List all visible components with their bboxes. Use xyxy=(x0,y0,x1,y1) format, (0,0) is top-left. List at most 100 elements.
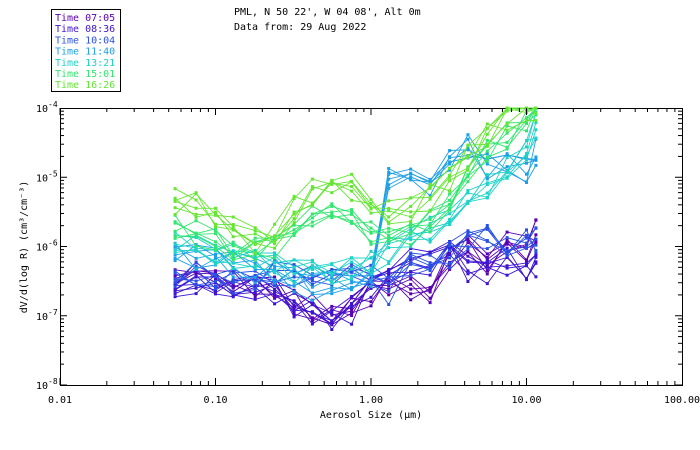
series-point-5-4-17 xyxy=(505,140,509,144)
series-point-5-0-13 xyxy=(428,218,432,221)
series-point-1-5-5 xyxy=(273,287,277,291)
series-point-3-0-17 xyxy=(505,165,509,169)
series-point-5-0-7 xyxy=(310,216,314,220)
series-point-2-3-0 xyxy=(173,277,177,281)
series-point-5-2-16 xyxy=(485,138,489,142)
series-line-6-0 xyxy=(174,107,536,254)
series-point-4-3-3 xyxy=(231,250,235,254)
chart-title-line1: PML, N 50 22', W 04 08', Alt 0m xyxy=(234,7,421,18)
series-point-6-3-7 xyxy=(310,187,314,191)
series-point-1-3-10 xyxy=(369,286,373,290)
series-point-6-5-11 xyxy=(387,206,391,210)
series-point-5-5-0 xyxy=(173,229,177,233)
series-point-0-5-6 xyxy=(292,312,296,316)
series-point-4-4-14 xyxy=(448,219,452,223)
series-point-6-5-6 xyxy=(292,217,296,220)
series-point-5-1-2 xyxy=(214,232,217,236)
series-point-4-3-5 xyxy=(273,253,277,257)
series-point-4-1-7 xyxy=(310,268,314,271)
series-point-6-0-16 xyxy=(485,144,489,148)
series-point-6-2-13 xyxy=(428,185,432,189)
series-line-1-5 xyxy=(174,242,537,322)
series-point-6-4-16 xyxy=(485,142,489,146)
series-point-4-1-2 xyxy=(214,262,217,266)
series-point-5-2-13 xyxy=(428,223,432,227)
series-point-6-2-3 xyxy=(231,235,235,239)
series-line-4-2 xyxy=(175,112,537,284)
series-point-1-5-8 xyxy=(330,319,334,323)
series-point-6-2-10 xyxy=(369,198,373,202)
series-point-6-3-8 xyxy=(330,180,334,184)
series-point-6-1-11 xyxy=(387,215,391,219)
series-point-1-2-17 xyxy=(505,273,509,277)
series-point-0-4-19 xyxy=(534,218,538,222)
series-point-1-5-10 xyxy=(369,295,373,299)
series-point-6-4-10 xyxy=(369,202,373,205)
series-point-3-3-11 xyxy=(387,183,391,187)
series-point-1-2-13 xyxy=(428,250,432,254)
series-point-3-4-17 xyxy=(505,153,509,157)
series-point-5-1-8 xyxy=(330,210,334,214)
series-point-0-0-9 xyxy=(350,314,354,317)
series-point-0-5-13 xyxy=(428,290,432,294)
series-point-5-3-14 xyxy=(448,202,452,206)
series-point-4-5-3 xyxy=(231,261,235,265)
series-point-2-0-11 xyxy=(387,303,391,306)
series-point-5-0-1 xyxy=(194,234,198,238)
series-point-2-3-3 xyxy=(231,281,235,285)
series-point-4-5-6 xyxy=(292,281,296,285)
series-point-6-3-9 xyxy=(350,189,354,193)
series-point-3-3-18 xyxy=(525,172,528,176)
series-point-2-4-19 xyxy=(534,250,538,254)
series-point-6-5-10 xyxy=(369,206,373,210)
series-point-0-4-4 xyxy=(253,295,257,299)
series-point-0-0-7 xyxy=(310,319,314,323)
series-point-2-5-12 xyxy=(409,251,413,255)
legend-entry-5: Time 15:01 xyxy=(55,69,115,80)
series-point-1-4-15 xyxy=(466,260,470,264)
series-point-5-0-18 xyxy=(525,129,528,133)
series-point-6-4-13 xyxy=(428,182,432,186)
series-line-5-3 xyxy=(174,107,537,257)
series-point-5-3-3 xyxy=(231,254,235,258)
series-point-5-1-17 xyxy=(505,131,509,135)
series-point-5-1-16 xyxy=(485,149,489,153)
series-point-3-1-0 xyxy=(173,256,177,260)
series-point-2-2-10 xyxy=(369,263,373,267)
series-point-2-3-12 xyxy=(409,262,413,266)
series-point-2-2-9 xyxy=(350,270,354,274)
series-point-3-5-13 xyxy=(428,178,432,181)
series-point-2-4-13 xyxy=(428,261,432,265)
series-point-2-5-19 xyxy=(534,237,538,241)
series-point-3-5-0 xyxy=(173,253,177,257)
series-point-1-4-5 xyxy=(273,302,277,306)
series-point-5-5-12 xyxy=(409,222,413,226)
series-point-0-3-13 xyxy=(428,296,432,300)
series-point-4-1-4 xyxy=(253,248,257,252)
y-tick-label-3: 10-5 xyxy=(36,169,58,184)
series-point-0-1-14 xyxy=(448,264,452,268)
series-point-4-4-12 xyxy=(409,229,413,233)
series-point-6-3-2 xyxy=(214,225,217,229)
series-point-4-2-15 xyxy=(466,191,470,195)
series-point-1-0-8 xyxy=(330,311,334,315)
series-point-6-3-11 xyxy=(387,209,391,213)
series-point-5-4-10 xyxy=(369,240,373,244)
series-line-6-3 xyxy=(174,107,537,249)
series-point-0-3-19 xyxy=(534,233,538,237)
series-point-6-3-12 xyxy=(409,215,413,219)
series-point-5-3-1 xyxy=(194,232,198,236)
series-point-6-2-18 xyxy=(525,118,528,122)
series-point-5-5-7 xyxy=(310,220,314,224)
series-point-5-3-7 xyxy=(310,212,314,216)
series-point-4-4-7 xyxy=(310,258,314,262)
series-point-3-3-1 xyxy=(194,256,198,260)
series-point-1-1-5 xyxy=(273,290,277,294)
series-point-5-3-10 xyxy=(369,242,373,246)
series-point-3-5-10 xyxy=(369,269,373,273)
series-point-6-3-13 xyxy=(428,197,432,201)
series-point-6-5-15 xyxy=(466,168,470,172)
series-point-5-1-11 xyxy=(387,226,391,230)
